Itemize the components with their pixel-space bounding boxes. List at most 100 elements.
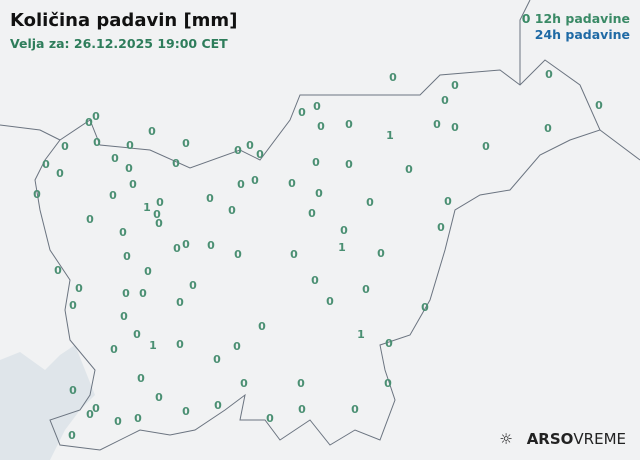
station-value[interactable]: 0 [56,167,64,180]
station-value[interactable]: 0 [92,402,100,415]
station-value[interactable]: 0 [176,296,184,309]
station-value[interactable]: 0 [389,71,397,84]
station-value[interactable]: 0 [110,343,118,356]
station-value[interactable]: 0 [182,137,190,150]
station-value[interactable]: 0 [595,99,603,112]
station-value[interactable]: 0 [123,250,131,263]
station-value[interactable]: 0 [137,372,145,385]
station-value[interactable]: 0 [109,189,117,202]
station-value[interactable]: 0 [237,178,245,191]
station-value[interactable]: 0 [298,403,306,416]
station-value[interactable]: 0 [366,196,374,209]
station-value[interactable]: 0 [405,163,413,176]
station-value[interactable]: 0 [351,403,359,416]
station-value[interactable]: 0 [69,384,77,397]
station-value[interactable]: 1 [143,201,151,214]
station-value[interactable]: 0 [362,283,370,296]
station-value[interactable]: 1 [357,328,365,341]
station-value[interactable]: 0 [313,100,321,113]
station-value[interactable]: 0 [120,310,128,323]
station-value[interactable]: 0 [251,174,259,187]
station-value[interactable]: 0 [246,139,254,152]
station-value[interactable]: 0 [290,248,298,261]
station-value[interactable]: 0 [42,158,50,171]
station-value[interactable]: 0 [134,412,142,425]
station-value[interactable]: 0 [437,221,445,234]
station-value[interactable]: 0 [315,187,323,200]
station-value[interactable]: 0 [311,274,319,287]
legend-12h[interactable]: 0 12h padavine [522,11,630,27]
station-value[interactable]: 0 [125,162,133,175]
station-value[interactable]: 0 [544,122,552,135]
station-value[interactable]: 0 [111,152,119,165]
station-value[interactable]: 0 [256,148,264,161]
station-value[interactable]: 0 [345,158,353,171]
station-value[interactable]: 0 [207,239,215,252]
station-value[interactable]: 0 [451,121,459,134]
station-value[interactable]: 0 [444,195,452,208]
station-value[interactable]: 0 [155,217,163,230]
station-value[interactable]: 0 [240,377,248,390]
station-value[interactable]: 0 [377,247,385,260]
station-value[interactable]: 0 [126,139,134,152]
station-value[interactable]: 0 [266,412,274,425]
station-value[interactable]: 0 [233,340,241,353]
station-value[interactable]: 0 [206,192,214,205]
station-value[interactable]: 0 [189,279,197,292]
station-value[interactable]: 0 [139,287,147,300]
station-value[interactable]: 0 [85,116,93,129]
station-value[interactable]: 0 [326,295,334,308]
station-value[interactable]: 0 [144,265,152,278]
station-value[interactable]: 0 [421,301,429,314]
station-value[interactable]: 0 [61,140,69,153]
station-value[interactable]: 1 [149,339,157,352]
station-value[interactable]: 0 [312,156,320,169]
station-value[interactable]: 0 [86,408,94,421]
station-value[interactable]: 0 [340,224,348,237]
station-value[interactable]: 0 [441,94,449,107]
station-value[interactable]: 1 [386,129,394,142]
station-value[interactable]: 0 [122,287,130,300]
station-value[interactable]: 0 [234,144,242,157]
station-value[interactable]: 0 [54,264,62,277]
station-value[interactable]: 0 [119,226,127,239]
station-value[interactable]: 0 [228,204,236,217]
station-value[interactable]: 0 [234,248,242,261]
station-value[interactable]: 0 [258,320,266,333]
station-value[interactable]: 0 [182,238,190,251]
station-value[interactable]: 0 [114,415,122,428]
station-value[interactable]: 0 [155,391,163,404]
station-value[interactable]: 0 [172,157,180,170]
station-value[interactable]: 0 [482,140,490,153]
station-value[interactable]: 0 [345,118,353,131]
station-value[interactable]: 0 [68,429,76,442]
station-value[interactable]: 0 [173,242,181,255]
station-value[interactable]: 0 [298,106,306,119]
station-value[interactable]: 0 [385,337,393,350]
station-value[interactable]: 0 [133,328,141,341]
station-value[interactable]: 1 [338,241,346,254]
station-value[interactable]: 0 [297,377,305,390]
station-value[interactable]: 0 [129,178,137,191]
station-value[interactable]: 0 [148,125,156,138]
station-value[interactable]: 0 [317,120,325,133]
station-value[interactable]: 0 [182,405,190,418]
station-value[interactable]: 0 [214,399,222,412]
station-value[interactable]: 0 [156,196,164,209]
station-value[interactable]: 0 [69,299,77,312]
station-value[interactable]: 0 [545,68,553,81]
station-value[interactable]: 0 [153,208,161,221]
station-value[interactable]: 0 [33,188,41,201]
station-value[interactable]: 0 [433,118,441,131]
station-value[interactable]: 0 [288,177,296,190]
station-value[interactable]: 0 [176,338,184,351]
station-value[interactable]: 0 [384,377,392,390]
legend-24h[interactable]: 24h padavine [522,27,630,43]
station-value[interactable]: 0 [213,353,221,366]
station-value[interactable]: 0 [308,207,316,220]
station-value[interactable]: 0 [451,79,459,92]
station-value[interactable]: 0 [75,282,83,295]
station-value[interactable]: 0 [86,213,94,226]
station-value[interactable]: 0 [93,136,101,149]
